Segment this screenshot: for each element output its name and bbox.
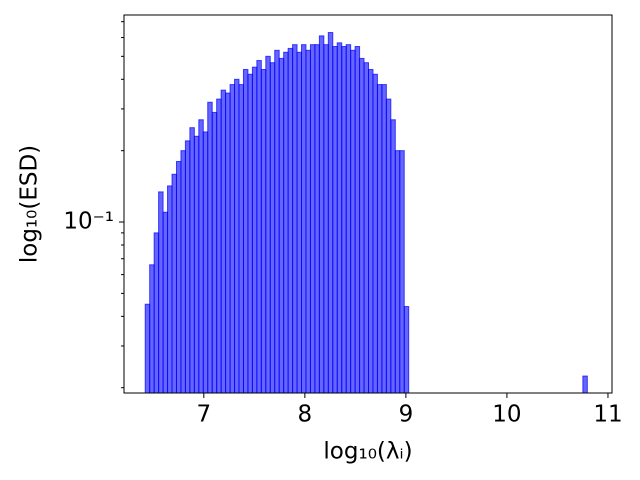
bar [220, 89, 227, 394]
bar [158, 191, 164, 394]
bar [274, 49, 280, 394]
bar [269, 62, 276, 394]
bar [242, 68, 249, 394]
bar [251, 66, 258, 394]
bar [153, 232, 160, 394]
bar [202, 131, 209, 394]
bar [341, 46, 347, 394]
bar [399, 150, 405, 394]
bar [332, 46, 338, 394]
bar [582, 375, 588, 394]
bar [229, 84, 236, 394]
bar [390, 119, 396, 394]
bar [184, 140, 191, 394]
bar [225, 92, 231, 394]
plot-frame [123, 14, 613, 394]
bar [318, 35, 325, 394]
x-tick-label: 9 [399, 402, 414, 428]
bar [162, 211, 169, 394]
bar [238, 84, 244, 394]
bar [207, 101, 213, 394]
x-tick-label: 8 [298, 402, 313, 428]
y-tick-label: 10⁻¹ [63, 209, 114, 235]
bar [234, 78, 240, 394]
bar [149, 264, 155, 394]
bar [278, 57, 285, 394]
bar [350, 49, 356, 394]
bar [372, 73, 378, 394]
bar [309, 44, 316, 394]
bar [359, 57, 365, 394]
bar [256, 60, 262, 394]
bar [385, 98, 392, 394]
bar [296, 51, 303, 394]
x-tick-label: 11 [593, 402, 622, 428]
bar [301, 44, 307, 394]
bar [394, 150, 401, 394]
bar [260, 68, 267, 394]
bar [363, 62, 370, 394]
bar [292, 44, 298, 394]
bar [247, 73, 253, 394]
bar [376, 84, 383, 394]
bar [144, 303, 151, 394]
bar [327, 32, 334, 394]
bar [403, 306, 410, 394]
bar [167, 185, 173, 394]
y-axis-label: log₁₀(ESD) [17, 145, 43, 263]
bar [345, 44, 352, 394]
bar [189, 127, 195, 394]
bar [265, 55, 271, 394]
x-axis-label: log₁₀(λᵢ) [323, 439, 412, 465]
x-tick-label: 7 [196, 402, 211, 428]
bar [314, 44, 320, 394]
bar [381, 84, 387, 394]
bar [336, 42, 343, 394]
bar [305, 49, 311, 394]
bar [283, 51, 289, 394]
bar [354, 46, 361, 394]
bar [193, 135, 200, 394]
bar [211, 111, 218, 394]
bar [287, 47, 294, 394]
bar [216, 98, 222, 394]
bar [175, 161, 182, 394]
bar [180, 150, 186, 394]
bar [171, 173, 177, 394]
x-tick-label: 10 [492, 402, 521, 428]
bar [368, 68, 374, 394]
bar [198, 119, 204, 394]
bar [323, 44, 329, 394]
